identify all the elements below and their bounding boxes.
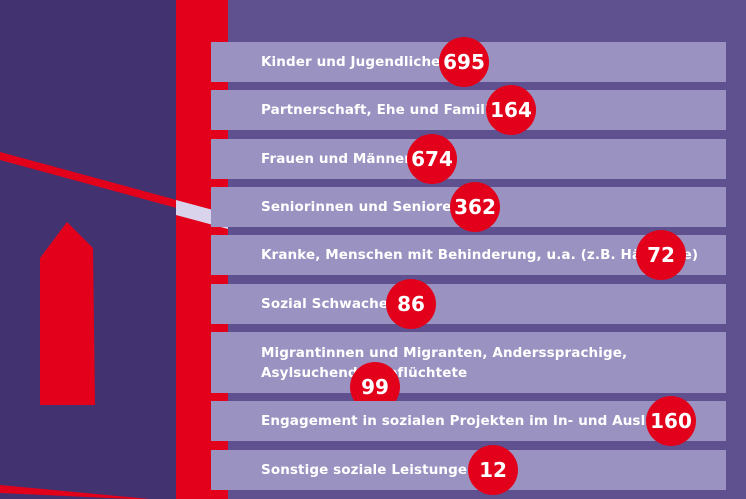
- red-arch-window: [40, 222, 95, 405]
- category-row: Kinder und Jugendliche 695: [211, 37, 726, 87]
- category-label: Kranke, Menschen mit Behinderung, u.a. (…: [261, 247, 699, 263]
- category-label: Partnerschaft, Ehe und Familie: [261, 102, 500, 118]
- red-diagonal-line: [0, 152, 228, 222]
- category-label: Seniorinnen und Senioren: [261, 199, 462, 215]
- category-row: Migrantinnen und Migranten, Anderssprach…: [211, 332, 726, 412]
- value-badge: 674: [407, 134, 457, 184]
- value-badge: 160: [646, 396, 696, 446]
- category-row: Engagement in sozialen Projekten im In- …: [211, 396, 726, 446]
- value-badge: 362: [450, 182, 500, 232]
- value-badge: 72: [636, 230, 686, 280]
- category-label: Engagement in sozialen Projekten im In- …: [261, 413, 674, 429]
- category-label: Migrantinnen und Migranten, Anderssprach…: [261, 345, 628, 381]
- category-label: Sozial Schwache: [261, 296, 389, 312]
- red-bottom-line: [0, 485, 150, 499]
- category-row: Seniorinnen und Senioren 362: [211, 182, 726, 232]
- category-label: Frauen und Männer: [261, 151, 412, 167]
- category-row: Partnerschaft, Ehe und Familie 164: [211, 85, 726, 135]
- category-label: Kinder und Jugendliche: [261, 54, 441, 70]
- category-row: Sonstige soziale Leistungen 12: [211, 445, 726, 495]
- category-row: Kranke, Menschen mit Behinderung, u.a. (…: [211, 230, 726, 280]
- category-label: Sonstige soziale Leistungen: [261, 462, 477, 478]
- value-badge: 86: [386, 279, 436, 329]
- category-row: Sozial Schwache 86: [211, 279, 726, 329]
- category-row: Frauen und Männer 674: [211, 134, 726, 184]
- value-badge: 695: [439, 37, 489, 87]
- value-badge: 164: [486, 85, 536, 135]
- value-badge: 12: [468, 445, 518, 495]
